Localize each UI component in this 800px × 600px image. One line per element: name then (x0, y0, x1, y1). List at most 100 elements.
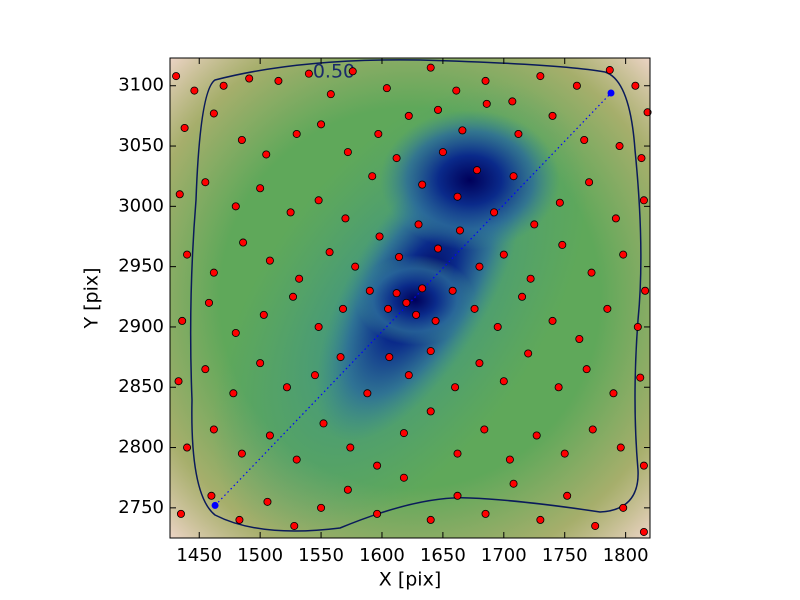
point (518, 292, 527, 301)
point (560, 449, 569, 458)
point (265, 256, 274, 265)
plot-frame (169, 57, 651, 539)
point (473, 166, 482, 175)
y-tick-label: 2900 (118, 316, 164, 337)
point (639, 527, 648, 536)
point (588, 425, 597, 434)
point (426, 407, 435, 416)
point (639, 196, 648, 205)
point (341, 214, 350, 223)
point (548, 316, 557, 325)
point (611, 214, 620, 223)
point (636, 373, 645, 382)
point (482, 99, 491, 108)
point (451, 383, 460, 392)
y-tick-label: 3050 (118, 135, 164, 156)
point (470, 304, 479, 313)
point (183, 250, 192, 259)
point (392, 154, 401, 163)
point (317, 503, 326, 512)
point (317, 120, 326, 129)
point (392, 289, 401, 298)
point (481, 509, 490, 518)
point (373, 509, 382, 518)
point (514, 129, 523, 138)
point (418, 180, 427, 189)
contour-line (189, 59, 642, 532)
point (431, 316, 440, 325)
point (326, 90, 335, 99)
point (426, 63, 435, 72)
point (235, 515, 244, 524)
point (231, 328, 240, 337)
point (174, 377, 183, 386)
point (395, 252, 404, 261)
point (209, 109, 218, 118)
point (434, 105, 443, 114)
x-tick-label: 1750 (542, 545, 588, 566)
point (536, 72, 545, 81)
point (346, 443, 355, 452)
point (493, 322, 502, 331)
y-tick-label: 2750 (118, 497, 164, 518)
point (175, 190, 184, 199)
point (229, 389, 238, 398)
point (591, 521, 600, 530)
point (231, 202, 240, 211)
point (580, 136, 589, 145)
point (615, 142, 624, 151)
point (404, 111, 413, 120)
point (575, 335, 584, 344)
x-tick-label: 1550 (298, 545, 344, 566)
point (448, 286, 457, 295)
point (289, 292, 298, 301)
point (554, 383, 563, 392)
point (343, 148, 352, 157)
point (292, 129, 301, 138)
point (374, 129, 383, 138)
point (201, 365, 210, 374)
point (384, 304, 393, 313)
point (256, 359, 265, 368)
point (399, 473, 408, 482)
point (453, 192, 462, 201)
point (239, 238, 248, 247)
point (295, 274, 304, 283)
point (310, 371, 319, 380)
point (348, 67, 357, 76)
density-map (170, 58, 650, 538)
point (532, 431, 541, 440)
point (292, 455, 301, 464)
point (509, 172, 518, 181)
point (399, 429, 408, 438)
point (314, 322, 323, 331)
x-tick-label: 1800 (603, 545, 649, 566)
point (237, 449, 246, 458)
point (282, 383, 291, 392)
point (453, 449, 462, 458)
point (530, 220, 539, 229)
point (176, 509, 185, 518)
y-tick-label: 2950 (118, 256, 164, 277)
x-tick-label: 1500 (237, 545, 283, 566)
point (582, 365, 591, 374)
point (548, 111, 557, 120)
point (351, 262, 360, 271)
point (183, 443, 192, 452)
point (373, 461, 382, 470)
point (526, 274, 535, 283)
point (631, 81, 640, 90)
point (404, 371, 413, 380)
point (458, 126, 467, 135)
point (263, 497, 272, 506)
point (619, 503, 628, 512)
point (587, 268, 596, 277)
point (637, 154, 646, 163)
point (368, 172, 377, 181)
segment-endpoint (211, 501, 219, 509)
point (508, 97, 517, 106)
point (453, 491, 462, 500)
point (509, 479, 518, 488)
point (643, 108, 652, 117)
